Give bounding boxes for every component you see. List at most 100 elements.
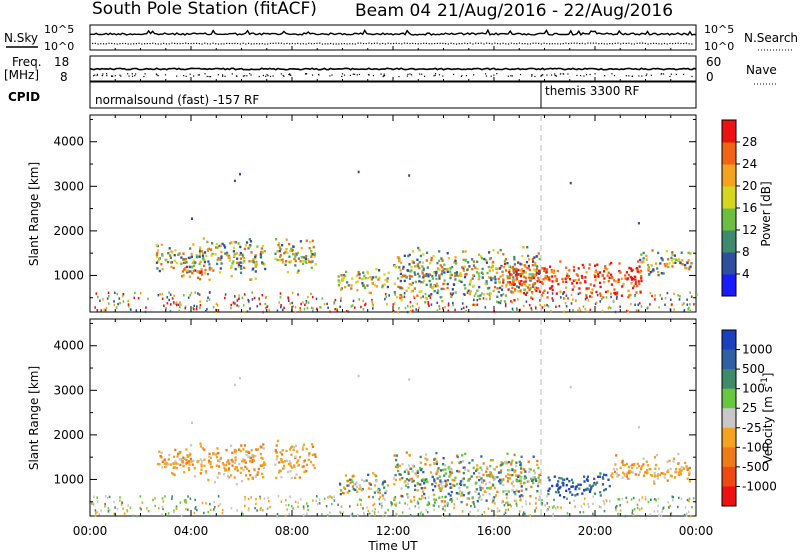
near-range-cell: [221, 508, 224, 512]
range-gate-cell: [449, 468, 452, 471]
range-gate-cell: [381, 483, 384, 486]
range-gate-cell: [190, 266, 194, 269]
nsearch-dot: [154, 43, 157, 45]
range-gate-cell: [499, 471, 502, 474]
range-gate-cell: [419, 468, 422, 472]
range-gate-cell: [399, 269, 402, 272]
colorbar-segment: [722, 164, 736, 187]
range-gate-cell: [464, 258, 467, 262]
range-gate-cell: [639, 291, 642, 294]
near-range-cell: [119, 499, 121, 502]
near-range-cell: [161, 497, 164, 500]
near-range-cell: [358, 298, 360, 301]
range-gate-cell: [175, 462, 178, 465]
range-gate-cell: [422, 268, 425, 272]
range-gate-cell: [458, 470, 461, 473]
range-gate-cell: [199, 445, 203, 448]
near-range-cell: [404, 502, 406, 505]
range-gate-cell: [257, 467, 260, 471]
range-gate-cell: [209, 460, 212, 464]
range-gate-cell: [305, 470, 308, 473]
range-gate-cell: [568, 278, 572, 281]
range-gate-cell: [491, 269, 494, 272]
near-range-cell: [122, 293, 125, 296]
range-gate-cell: [520, 471, 523, 474]
range-gate-cell: [192, 459, 195, 463]
range-gate-cell: [490, 278, 493, 282]
range-gate-cell: [302, 460, 305, 464]
range-gate-cell: [256, 245, 259, 248]
range-gate-cell: [210, 254, 213, 257]
nsearch-dot: [286, 42, 288, 44]
range-gate-cell: [444, 464, 447, 467]
range-gate-cell: [534, 269, 537, 272]
nsearch-dot: [163, 42, 165, 44]
range-gate-cell: [507, 265, 511, 268]
range-gate-cell: [239, 471, 242, 474]
range-gate-cell: [401, 476, 404, 480]
range-gate-cell: [501, 274, 504, 277]
nsearch-dot: [247, 42, 250, 44]
nave-dot: [554, 73, 556, 75]
near-range-cell: [262, 509, 264, 512]
near-range-cell: [468, 497, 471, 500]
range-gate-cell: [209, 462, 212, 466]
range-gate-cell: [631, 286, 635, 290]
y-tick-label: 2000: [53, 428, 84, 442]
range-gate-cell: [464, 272, 467, 276]
nsearch-dot: [570, 42, 573, 44]
range-gate-cell: [604, 265, 607, 268]
range-gate-cell: [238, 462, 241, 466]
near-range-cell: [276, 512, 279, 516]
range-gate-cell: [204, 268, 207, 272]
range-gate-cell: [235, 483, 238, 486]
range-gate-cell: [557, 480, 560, 483]
range-gate-cell: [529, 468, 532, 471]
nsearch-dot: [239, 43, 241, 45]
nsearch-dot: [305, 43, 307, 45]
nsearch-dot: [628, 42, 630, 44]
range-gate-cell: [607, 280, 610, 283]
range-gate-cell: [666, 470, 669, 474]
range-gate-cell: [311, 239, 314, 243]
range-gate-cell: [437, 289, 440, 292]
near-range-cell: [687, 510, 690, 513]
range-gate-cell: [227, 474, 230, 478]
range-gate-cell: [198, 262, 201, 266]
range-gate-cell: [543, 269, 546, 273]
nsearch-dot: [491, 43, 493, 45]
range-gate-cell: [393, 498, 396, 502]
range-gate-cell: [477, 294, 480, 298]
range-gate-cell: [562, 478, 565, 481]
range-gate-cell: [157, 260, 160, 263]
range-gate-cell: [555, 484, 558, 487]
near-range-cell: [529, 502, 531, 505]
range-gate-cell: [549, 265, 552, 268]
near-range-cell: [398, 501, 401, 504]
nsearch-dot: [527, 43, 529, 45]
range-gate-cell: [361, 277, 364, 280]
nave-dot: [311, 74, 314, 76]
near-range-cell: [193, 511, 196, 515]
range-gate-cell: [561, 277, 564, 281]
range-gate-cell: [290, 260, 293, 263]
range-gate-cell: [403, 470, 406, 473]
range-gate-cell: [513, 255, 516, 259]
range-gate-cell: [608, 263, 611, 266]
range-gate-cell: [636, 270, 639, 273]
range-gate-cell: [297, 459, 300, 462]
range-gate-cell: [527, 264, 530, 268]
near-range-cell: [194, 291, 197, 294]
range-gate-cell: [510, 273, 513, 277]
range-gate-cell: [461, 478, 464, 481]
range-gate-cell: [291, 445, 294, 448]
range-gate-cell: [424, 479, 427, 482]
range-gate-cell: [191, 272, 194, 275]
range-gate-cell: [356, 273, 360, 276]
range-gate-cell: [565, 266, 568, 269]
range-gate-cell: [417, 264, 420, 268]
range-gate-cell: [687, 251, 690, 255]
near-range-cell: [360, 305, 362, 309]
range-gate-cell: [542, 291, 545, 294]
x-tick-label: 20:00: [578, 524, 613, 538]
